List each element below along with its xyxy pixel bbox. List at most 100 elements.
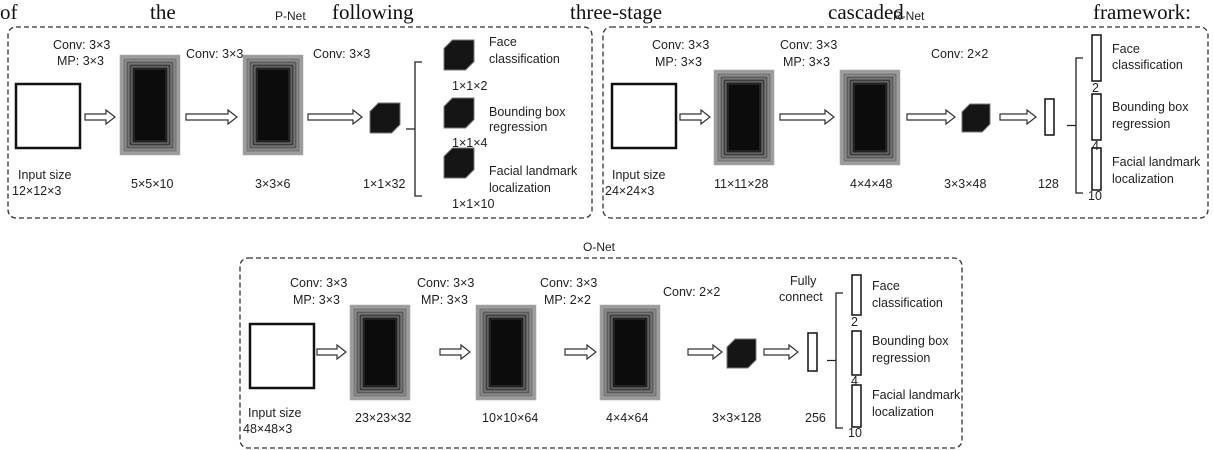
label: classification bbox=[872, 296, 943, 310]
label: MP: 3×3 bbox=[783, 55, 830, 69]
label: 1×1×4 bbox=[452, 136, 488, 150]
label: 11×11×28 bbox=[714, 177, 769, 191]
network-box bbox=[602, 26, 1209, 219]
label: Fully bbox=[790, 274, 817, 288]
label: Conv: 2×2 bbox=[663, 285, 721, 299]
network-box bbox=[239, 257, 963, 449]
label: localization bbox=[1112, 172, 1174, 186]
label: 2 bbox=[1092, 81, 1099, 95]
feature-map bbox=[855, 85, 885, 150]
vector bbox=[1044, 98, 1055, 136]
arrow bbox=[679, 108, 711, 126]
label: 3×3×128 bbox=[712, 411, 762, 425]
vector bbox=[1091, 93, 1102, 141]
intro-word: the bbox=[150, 0, 176, 24]
label: 4 bbox=[851, 374, 858, 388]
feature-cube bbox=[443, 147, 475, 179]
label: Input size bbox=[18, 168, 72, 182]
label: 10 bbox=[1088, 189, 1102, 203]
arrow bbox=[779, 108, 835, 126]
label: 48×48×3 bbox=[243, 422, 293, 436]
label: Facial landmark bbox=[872, 388, 961, 402]
label: regression bbox=[1112, 117, 1171, 131]
vector bbox=[851, 330, 862, 376]
label: localization bbox=[872, 405, 934, 419]
label: Facial landmark bbox=[1112, 155, 1201, 169]
label: MP: 3×3 bbox=[57, 54, 104, 68]
feature-cube bbox=[961, 103, 991, 133]
feature-map bbox=[615, 320, 645, 385]
intro-word: three-stage bbox=[570, 0, 663, 24]
feature-map bbox=[135, 70, 165, 140]
feature-map bbox=[365, 320, 395, 385]
vector bbox=[1091, 34, 1102, 82]
label: regression bbox=[489, 120, 548, 134]
label: 3×3×48 bbox=[944, 177, 987, 191]
intro-word: framework: bbox=[1093, 0, 1191, 24]
feature-cube bbox=[443, 97, 475, 129]
arrow bbox=[316, 343, 347, 361]
label: 2 bbox=[851, 315, 858, 329]
label: Conv: 2×2 bbox=[931, 47, 989, 61]
vector bbox=[1091, 147, 1102, 191]
label: Face bbox=[1112, 42, 1140, 56]
intro-word: of bbox=[0, 0, 18, 24]
arrow bbox=[687, 343, 723, 361]
label: 4 bbox=[1092, 139, 1099, 153]
vector bbox=[851, 384, 862, 428]
label: classification bbox=[1112, 58, 1183, 72]
input-square bbox=[610, 82, 678, 150]
label: Facial landmark bbox=[489, 164, 578, 178]
brace bbox=[1067, 57, 1083, 194]
arrow bbox=[307, 108, 363, 126]
label: 5×5×10 bbox=[131, 177, 174, 191]
label: 10×10×64 bbox=[482, 411, 539, 425]
feature-cube bbox=[726, 338, 757, 369]
label: 12×12×3 bbox=[12, 184, 62, 198]
network-title: R-Net bbox=[893, 9, 925, 23]
label: Conv: 3×3 bbox=[290, 276, 348, 290]
intro-word: following bbox=[332, 0, 414, 24]
arrow bbox=[999, 108, 1037, 126]
label: Bounding box bbox=[872, 334, 949, 348]
label: 128 bbox=[1038, 177, 1059, 191]
label: Conv: 3×3 bbox=[780, 38, 838, 52]
intro-word: cascaded bbox=[828, 0, 904, 24]
network-box bbox=[7, 26, 593, 219]
label: 256 bbox=[805, 411, 826, 425]
vector bbox=[851, 274, 862, 316]
arrow bbox=[185, 108, 238, 126]
label: MP: 2×2 bbox=[544, 293, 591, 307]
label: Conv: 3×3 bbox=[540, 276, 598, 290]
label: Conv: 3×3 bbox=[53, 38, 111, 52]
arrow bbox=[906, 108, 956, 126]
feature-map bbox=[258, 70, 288, 140]
network-title: P-Net bbox=[275, 9, 306, 23]
label: 4×4×48 bbox=[850, 177, 893, 191]
brace bbox=[827, 292, 843, 429]
brace bbox=[406, 61, 422, 197]
label: 1×1×2 bbox=[452, 79, 488, 93]
label: 10 bbox=[848, 426, 862, 440]
arrow bbox=[439, 343, 471, 361]
feature-map bbox=[491, 320, 521, 385]
feature-cube bbox=[443, 39, 475, 71]
label: 1×1×32 bbox=[363, 177, 406, 191]
feature-map bbox=[729, 85, 759, 150]
arrow bbox=[84, 108, 116, 126]
label: Bounding box bbox=[1112, 100, 1189, 114]
label: MP: 3×3 bbox=[293, 293, 340, 307]
feature-cube bbox=[369, 102, 401, 134]
label: 4×4×64 bbox=[606, 411, 649, 425]
label: 23×23×32 bbox=[355, 411, 412, 425]
vector bbox=[807, 332, 818, 372]
label: Input size bbox=[248, 406, 302, 420]
label: MP: 3×3 bbox=[421, 293, 468, 307]
label: Bounding box bbox=[489, 105, 566, 119]
label: Face bbox=[872, 279, 900, 293]
label: Conv: 3×3 bbox=[652, 38, 710, 52]
label: MP: 3×3 bbox=[655, 55, 702, 69]
label: classification bbox=[489, 52, 560, 66]
